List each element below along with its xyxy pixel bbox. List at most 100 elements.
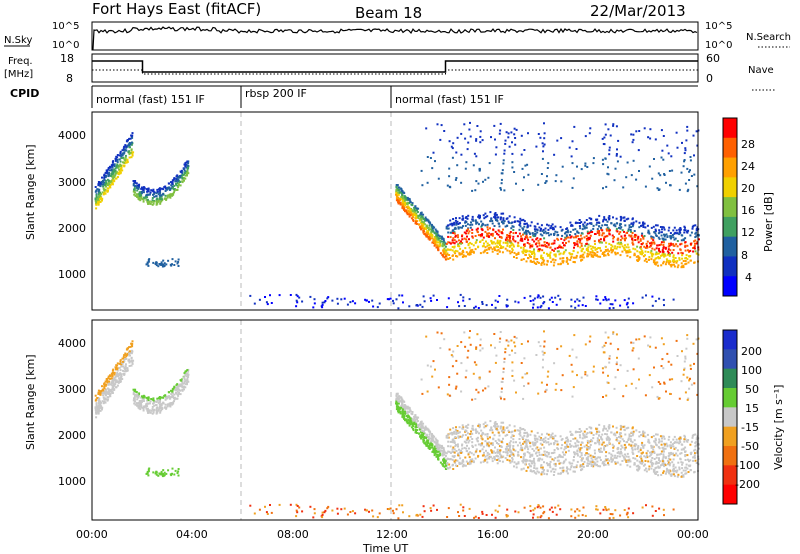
echo-cell (444, 242, 447, 245)
echo-cell (414, 418, 417, 421)
echo-cell (171, 388, 174, 391)
echo-cell (694, 459, 697, 462)
echo-cell (118, 377, 121, 380)
echo-cell (643, 127, 646, 130)
echo-cell (598, 241, 601, 244)
echo-cell (412, 216, 415, 219)
echo-cell (586, 222, 589, 225)
echo-cell (395, 184, 398, 186)
echo-cell (496, 216, 499, 219)
echo-cell (94, 399, 97, 402)
echo-cell (133, 189, 136, 191)
echo-cell (167, 396, 170, 399)
echo-cell (512, 245, 515, 248)
echo-cell (479, 216, 481, 219)
echo-cell (113, 379, 116, 382)
echo-cell (513, 461, 516, 464)
echo-cell (464, 464, 467, 467)
echo-cell (519, 225, 522, 228)
echo-cell (405, 407, 408, 410)
echo-cell (627, 426, 630, 429)
echo-cell (146, 399, 149, 402)
echo-cell (502, 212, 505, 215)
echo-cell (160, 187, 163, 190)
echo-cell (460, 252, 463, 255)
echo-cell (500, 425, 502, 428)
echo-cell (687, 439, 690, 441)
echo-cell (551, 228, 554, 231)
echo-cell (418, 214, 421, 217)
colorbar-swatch (723, 157, 737, 178)
echo-cell (589, 251, 592, 254)
echo-cell (442, 460, 445, 462)
echo-cell (669, 444, 672, 447)
echo-cell (574, 306, 577, 309)
echo-cell (484, 178, 487, 181)
echo-cell (669, 235, 672, 238)
echo-cell (475, 239, 478, 242)
echo-cell (626, 249, 629, 252)
echo-cell (508, 221, 511, 224)
echo-cell (397, 410, 400, 413)
echo-cell (180, 169, 183, 172)
echo-cell (483, 217, 486, 220)
echo-cell (579, 436, 582, 439)
echo-cell (498, 244, 501, 246)
echo-cell (664, 263, 667, 266)
echo-cell (168, 193, 171, 196)
echo-cell (542, 244, 545, 247)
echo-cell (104, 176, 107, 179)
echo-cell (626, 459, 629, 462)
echo-cell (533, 252, 536, 254)
echo-cell (637, 468, 640, 471)
echo-cell (689, 156, 692, 158)
echo-cell (475, 431, 478, 434)
echo-cell (608, 215, 611, 217)
echo-cell (104, 384, 107, 387)
echo-cell (414, 414, 417, 417)
echo-cell (597, 247, 600, 249)
echo-cell (676, 245, 679, 248)
echo-cell (692, 247, 695, 249)
echo-cell (677, 264, 680, 267)
echo-cell (638, 431, 641, 433)
echo-cell (540, 466, 543, 469)
echo-cell (124, 144, 127, 147)
echo-cell (496, 459, 499, 461)
echo-cell (667, 252, 670, 255)
echo-cell (159, 411, 162, 414)
echo-cell (598, 234, 601, 237)
echo-cell (180, 379, 183, 382)
echo-cell (457, 454, 460, 457)
echo-cell (460, 132, 463, 135)
echo-cell (670, 242, 672, 245)
echo-cell (670, 237, 672, 240)
echo-cell (480, 434, 483, 437)
echo-cell (428, 224, 431, 227)
echo-cell (105, 394, 107, 397)
echo-cell (465, 251, 468, 254)
echo-cell (580, 221, 583, 224)
echo-cell (467, 244, 470, 247)
echo-cell (122, 365, 125, 368)
echo-cell (123, 354, 126, 357)
echo-cell (556, 246, 559, 249)
echo-cell (544, 230, 547, 233)
echo-cell (569, 236, 572, 239)
echo-cell (586, 441, 589, 444)
echo-cell (662, 450, 665, 453)
echo-cell (452, 232, 455, 234)
echo-cell (525, 235, 528, 238)
echo-cell (415, 423, 417, 426)
echo-cell (296, 301, 299, 304)
echo-cell (500, 178, 503, 181)
echo-cell (168, 182, 171, 185)
echo-cell (156, 191, 159, 193)
echo-cell (453, 242, 456, 245)
echo-cell (106, 170, 109, 173)
echo-cell (496, 232, 498, 235)
echo-cell (402, 405, 405, 408)
echo-cell (401, 403, 404, 406)
echo-cell (578, 219, 581, 221)
echo-cell (542, 438, 545, 441)
